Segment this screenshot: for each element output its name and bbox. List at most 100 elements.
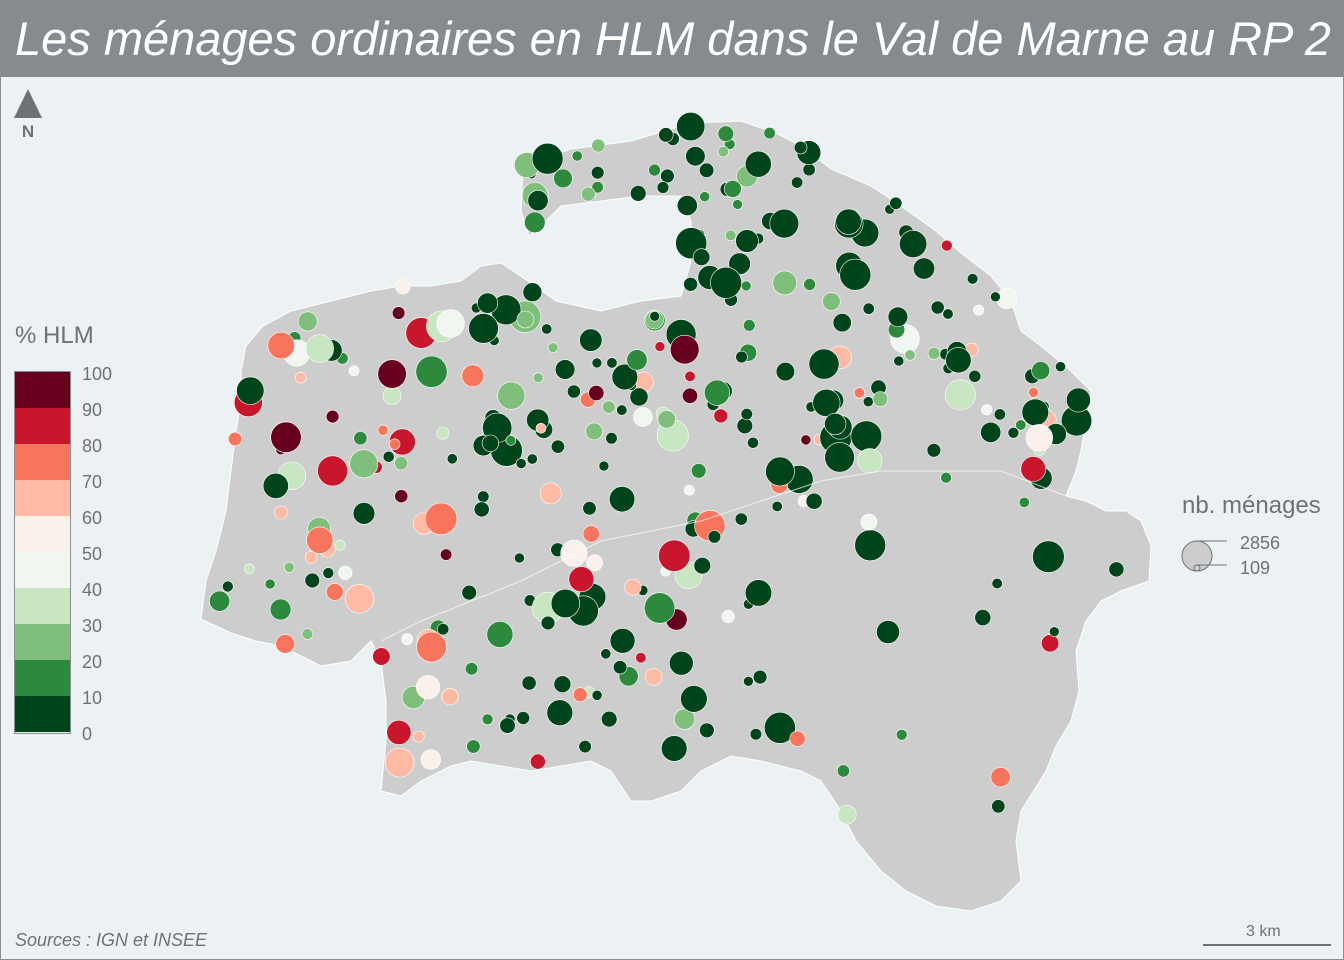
commune-marker: [522, 282, 543, 303]
commune-marker: [717, 125, 734, 142]
legend-swatch-70-80: [15, 444, 70, 480]
commune-marker: [461, 584, 477, 601]
commune-marker: [526, 453, 538, 465]
commune-marker: [275, 634, 296, 654]
commune-marker: [394, 456, 409, 471]
commune-marker: [824, 442, 855, 473]
commune-marker: [942, 308, 954, 320]
commune-marker: [568, 566, 595, 593]
commune-marker: [344, 584, 375, 614]
commune-marker: [505, 435, 517, 446]
commune-marker: [683, 276, 698, 292]
north-arrow-icon: [14, 89, 42, 118]
commune-marker: [680, 685, 708, 713]
commune-marker: [1020, 456, 1047, 482]
commune-marker: [945, 347, 972, 374]
legend-color-scale: [14, 371, 71, 734]
commune-borders: [380, 470, 1067, 642]
commune-marker: [441, 687, 459, 706]
commune-marker: [612, 660, 628, 675]
commune-marker: [862, 302, 875, 315]
commune-marker: [850, 420, 883, 453]
commune-marker: [591, 181, 604, 194]
commune-marker: [1049, 626, 1060, 638]
commune-marker: [228, 431, 243, 447]
commune-marker: [676, 195, 698, 216]
size-legend-min-label: 109: [1240, 558, 1271, 578]
commune-marker: [481, 713, 494, 726]
commune-marker: [899, 230, 928, 259]
commune-marker: [629, 185, 647, 202]
commune-marker: [752, 669, 768, 685]
commune-marker: [236, 376, 265, 405]
commune-marker: [516, 310, 535, 329]
legend-tick: 40: [82, 580, 103, 600]
commune-marker: [540, 615, 556, 631]
size-legend-title: nb. ménages: [1182, 492, 1321, 519]
commune-marker: [990, 766, 1011, 788]
commune-marker: [930, 300, 945, 315]
commune-marker: [771, 500, 783, 512]
commune-marker: [654, 341, 666, 352]
commune-marker: [515, 458, 527, 469]
commune-marker: [857, 448, 883, 474]
commune-marker: [690, 463, 707, 479]
commune-marker: [415, 355, 448, 388]
size-legend-max-label: 2856: [1240, 533, 1281, 553]
north-indicator: N: [13, 89, 43, 145]
commune-marker: [721, 609, 735, 624]
commune-marker: [744, 579, 773, 607]
commune-marker: [424, 502, 458, 536]
commune-marker: [436, 309, 465, 338]
commune-marker: [550, 439, 565, 454]
commune-marker: [835, 208, 862, 235]
commune-marker: [1018, 496, 1030, 508]
commune-marker: [377, 359, 407, 389]
legend-tick: 80: [82, 436, 103, 456]
commune-marker: [717, 145, 729, 158]
commune-marker: [262, 472, 289, 499]
commune-marker: [927, 346, 941, 360]
commune-marker: [980, 421, 1002, 443]
commune-marker: [382, 386, 402, 405]
commune-marker: [391, 306, 406, 320]
commune-marker: [822, 292, 841, 311]
commune-marker: [681, 387, 698, 404]
commune-marker: [412, 730, 425, 743]
commune-marker: [606, 357, 618, 369]
commune-marker: [635, 652, 647, 664]
commune-marker: [736, 417, 753, 435]
commune-marker: [514, 552, 525, 564]
commune-marker: [586, 554, 604, 572]
size-legend-symbol: [1181, 540, 1227, 572]
commune-marker: [524, 211, 546, 234]
commune-marker: [416, 675, 441, 700]
commune-marker: [388, 438, 401, 450]
commune-marker: [824, 412, 847, 436]
commune-marker: [723, 179, 742, 198]
commune-marker: [580, 186, 596, 202]
commune-marker: [283, 561, 295, 573]
commune-marker: [974, 609, 992, 627]
commune-marker: [658, 127, 674, 143]
commune-marker: [322, 567, 335, 579]
sources-note: Sources : IGN et INSEE: [15, 930, 208, 950]
commune-marker: [1028, 386, 1039, 398]
commune-marker: [1015, 419, 1027, 431]
commune-marker: [477, 292, 499, 314]
commune-marker: [553, 675, 572, 694]
commune-marker: [740, 408, 753, 421]
commune-marker: [775, 362, 796, 382]
commune-marker: [530, 753, 546, 770]
legend-swatch-30-40: [15, 588, 70, 624]
commune-marker: [267, 331, 295, 360]
commune-marker: [352, 502, 376, 525]
commune-marker: [990, 291, 1001, 303]
commune-marker: [713, 408, 729, 424]
commune-marker: [334, 539, 346, 551]
commune-marker: [546, 699, 574, 727]
commune-marker: [707, 530, 722, 544]
commune-marker: [416, 631, 447, 663]
commune-marker: [560, 539, 588, 567]
